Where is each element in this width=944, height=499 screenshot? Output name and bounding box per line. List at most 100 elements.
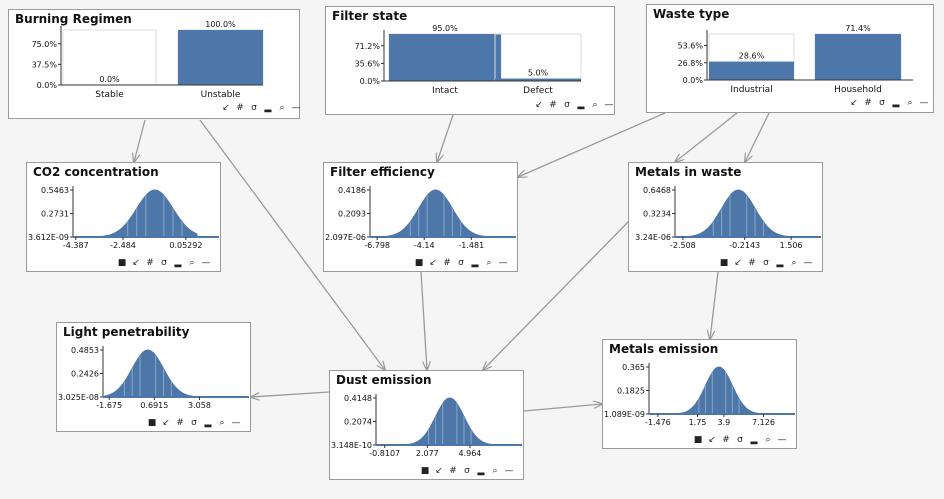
arrow-icon[interactable]: ↙: [535, 100, 543, 110]
node-toolbar: ↙ # σ ▂ ⌕ —: [534, 100, 614, 110]
bar-chart-icon[interactable]: ▂: [776, 258, 784, 268]
y-tick-label: 2.097E-06: [325, 233, 366, 242]
x-tick-label: -0.2143: [729, 241, 760, 250]
minus-icon[interactable]: —: [504, 466, 514, 476]
sigma-icon[interactable]: σ: [879, 98, 885, 108]
hash-icon[interactable]: #: [864, 98, 872, 108]
density-area[interactable]: [73, 189, 198, 238]
density-area[interactable]: [102, 349, 227, 398]
dust-emission-chart: 3.148E-10 0.2074 0.4148 -0.8107 2.077 4.964: [331, 394, 522, 458]
arrow-icon[interactable]: ↙: [734, 258, 742, 268]
minus-icon[interactable]: —: [777, 435, 787, 445]
sigma-icon[interactable]: σ: [763, 258, 769, 268]
arrow-icon[interactable]: ↙: [132, 258, 140, 268]
bar-chart-icon[interactable]: ▂: [577, 100, 585, 110]
density-area[interactable]: [376, 397, 501, 446]
node-metals-emission[interactable]: Metals emission 1.089E-09 0.1825 0.365 -1.4…: [602, 339, 797, 449]
search-icon[interactable]: ⌕: [791, 258, 797, 268]
density-area[interactable]: [674, 189, 800, 238]
node-filter-efficiency[interactable]: Filter efficiency 2.097E-06 0.2093 0.4186 -…: [323, 162, 518, 272]
category-label: Intact: [432, 86, 458, 96]
x-tick-label: -2.484: [110, 241, 136, 250]
node-metals-in-waste[interactable]: Metals in waste 3.24E-06 0.3234 0.6468 -2.5…: [628, 162, 823, 272]
sigma-icon[interactable]: σ: [251, 103, 257, 113]
minus-icon[interactable]: —: [919, 98, 929, 108]
hash-icon[interactable]: #: [449, 466, 457, 476]
sigma-icon[interactable]: σ: [191, 418, 197, 428]
hash-icon[interactable]: #: [176, 418, 184, 428]
bar-chart-icon[interactable]: ▂: [477, 466, 485, 476]
square-icon[interactable]: ■: [693, 435, 703, 445]
hash-icon[interactable]: #: [722, 435, 730, 445]
y-tick-label: 3.24E-06: [635, 233, 671, 242]
square-icon[interactable]: ■: [414, 258, 424, 268]
y-tick-label: 0.0%: [37, 81, 58, 90]
square-icon[interactable]: ■: [117, 258, 127, 268]
category-label: Unstable: [201, 90, 241, 100]
node-burning-regimen[interactable]: Burning Regimen 0.0% 37.5% 75.0% 0.0% Stable…: [8, 9, 301, 119]
search-icon[interactable]: ⌕: [486, 258, 492, 268]
minus-icon[interactable]: —: [498, 258, 508, 268]
arrow-icon[interactable]: ↙: [162, 418, 170, 428]
bar-unstable[interactable]: [178, 30, 263, 85]
x-tick-label: -1.476: [645, 418, 671, 427]
bar-value-label: 71.4%: [845, 24, 871, 33]
square-icon[interactable]: ■: [147, 418, 157, 428]
search-icon[interactable]: ⌕: [592, 100, 598, 110]
square-icon[interactable]: ■: [719, 258, 729, 268]
hash-icon[interactable]: #: [146, 258, 154, 268]
hash-icon[interactable]: #: [443, 258, 451, 268]
density-area[interactable]: [370, 189, 495, 238]
minus-icon[interactable]: —: [231, 418, 241, 428]
x-tick-label: 1.506: [780, 241, 803, 250]
search-icon[interactable]: ⌕: [279, 103, 285, 113]
bar-industrial[interactable]: [709, 61, 794, 80]
search-icon[interactable]: ⌕: [765, 435, 771, 445]
search-icon[interactable]: ⌕: [907, 98, 913, 108]
sigma-icon[interactable]: σ: [737, 435, 743, 445]
edge-dust-emission-to-light-penetrability: [251, 391, 330, 397]
node-light-penetrability[interactable]: Light penetrability 3.025E-08 0.2426 0.485…: [56, 322, 251, 432]
node-toolbar: ■ ↙ # σ ▂ ⌕ —: [414, 258, 508, 268]
sigma-icon[interactable]: σ: [458, 258, 464, 268]
square-icon[interactable]: ■: [420, 466, 430, 476]
node-title: Filter efficiency: [330, 165, 435, 179]
minus-icon[interactable]: —: [803, 258, 813, 268]
sigma-icon[interactable]: σ: [161, 258, 167, 268]
minus-icon[interactable]: —: [291, 103, 301, 113]
y-tick-label: 0.2093: [338, 210, 366, 219]
x-tick-label: 7.126: [752, 418, 775, 427]
node-co2-concentration[interactable]: CO2 concentration 3.612E-09 0.2731 0.5463 -…: [26, 162, 221, 272]
bar-household[interactable]: [815, 34, 901, 80]
hash-icon[interactable]: #: [748, 258, 756, 268]
node-dust-emission[interactable]: Dust emission 3.148E-10 0.2074 0.4148 -0.81…: [329, 370, 524, 480]
search-icon[interactable]: ⌕: [492, 466, 498, 476]
bar-chart-icon[interactable]: ▂: [892, 98, 900, 108]
sigma-icon[interactable]: σ: [564, 100, 570, 110]
y-tick-label: 0.4186: [338, 186, 366, 195]
arrow-icon[interactable]: ↙: [708, 435, 716, 445]
search-icon[interactable]: ⌕: [219, 418, 225, 428]
y-tick-label: 1.089E-09: [604, 410, 645, 419]
minus-icon[interactable]: —: [201, 258, 211, 268]
density-area[interactable]: [649, 366, 773, 415]
arrow-icon[interactable]: ↙: [429, 258, 437, 268]
node-filter-state[interactable]: Filter state 0.0% 35.6% 71.2% 95.0% Intact 5.…: [325, 6, 615, 115]
hash-icon[interactable]: #: [549, 100, 557, 110]
sigma-icon[interactable]: σ: [464, 466, 470, 476]
search-icon[interactable]: ⌕: [189, 258, 195, 268]
bar-defect[interactable]: [495, 78, 581, 81]
bar-chart-icon[interactable]: ▂: [471, 258, 479, 268]
hash-icon[interactable]: #: [236, 103, 244, 113]
minus-icon[interactable]: —: [604, 100, 614, 110]
bar-chart-icon[interactable]: ▂: [750, 435, 758, 445]
bar-chart-icon[interactable]: ▂: [174, 258, 182, 268]
bar-chart-icon[interactable]: ▂: [264, 103, 272, 113]
bar-chart-icon[interactable]: ▂: [204, 418, 212, 428]
arrow-icon[interactable]: ↙: [850, 98, 858, 108]
arrow-icon[interactable]: ↙: [222, 103, 230, 113]
node-waste-type[interactable]: Waste type 0.0% 26.8% 53.6% 28.6% Industrial…: [646, 4, 934, 113]
bar-intact[interactable]: [389, 34, 501, 81]
arrow-icon[interactable]: ↙: [435, 466, 443, 476]
